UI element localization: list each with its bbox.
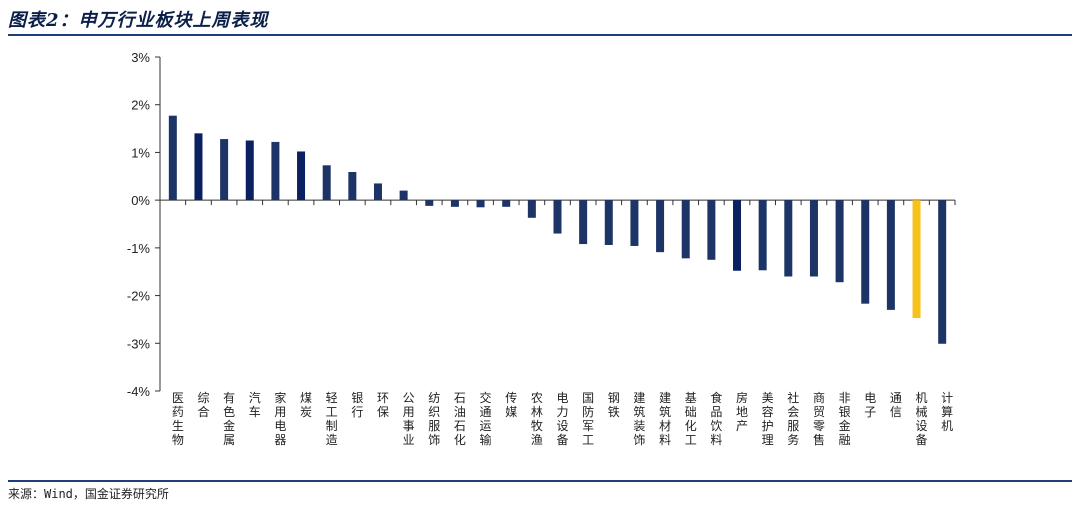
y-tick-label: 1% bbox=[131, 145, 150, 160]
bar-8 bbox=[348, 171, 357, 201]
x-tick-label: 机械设备 bbox=[916, 391, 928, 447]
y-tick-label: -4% bbox=[127, 384, 151, 399]
bar-14 bbox=[502, 200, 511, 207]
y-tick-label: 2% bbox=[131, 98, 150, 113]
bar-15 bbox=[527, 200, 536, 218]
bar-22 bbox=[707, 200, 716, 260]
bar-4 bbox=[245, 140, 254, 201]
bar-12 bbox=[450, 200, 459, 207]
x-tick-label: 传媒 bbox=[505, 390, 517, 419]
x-tick-label: 汽车 bbox=[249, 390, 261, 419]
bar-29 bbox=[886, 200, 895, 310]
x-tick-label: 美容护理 bbox=[762, 391, 774, 447]
top-rule bbox=[8, 34, 1072, 36]
x-tick-label: 综合 bbox=[197, 391, 209, 419]
x-tick-label: 计算机 bbox=[941, 391, 953, 433]
x-tick-label: 交通运输 bbox=[480, 390, 492, 447]
x-tick-label: 家用电器 bbox=[274, 390, 286, 447]
bar-28 bbox=[861, 200, 870, 304]
x-tick-label: 电力设备 bbox=[556, 391, 568, 447]
bar-27 bbox=[835, 200, 844, 283]
x-tick-label: 社会服务 bbox=[787, 390, 799, 447]
bar-19 bbox=[630, 200, 639, 246]
bar-13 bbox=[476, 200, 485, 208]
bar-18 bbox=[604, 200, 613, 245]
x-tick-label: 医药生物 bbox=[172, 391, 184, 447]
figure-title: 图表2：申万行业板块上周表现 bbox=[8, 10, 269, 31]
bar-2 bbox=[194, 133, 203, 201]
x-tick-label: 有色金属 bbox=[223, 391, 235, 447]
bar-16 bbox=[553, 200, 562, 234]
bar-20 bbox=[656, 200, 665, 253]
x-tick-label: 银行 bbox=[351, 391, 363, 419]
bar-11 bbox=[425, 200, 434, 206]
bar-21 bbox=[681, 200, 690, 259]
x-tick-label: 纺织服饰 bbox=[428, 391, 440, 447]
x-tick-label: 商贸零售 bbox=[813, 390, 825, 447]
x-tick-label: 建筑材料 bbox=[659, 391, 671, 447]
bars bbox=[168, 115, 947, 344]
x-tick-label: 钢铁 bbox=[608, 391, 620, 419]
bar-31 bbox=[938, 200, 947, 344]
bottom-rule bbox=[8, 480, 1072, 482]
y-tick-label: -2% bbox=[127, 289, 151, 304]
bar-24 bbox=[758, 200, 767, 271]
bar-1 bbox=[168, 115, 177, 201]
bar-7 bbox=[322, 165, 331, 201]
bar-17 bbox=[579, 200, 588, 245]
bar-9 bbox=[373, 183, 382, 201]
x-tick-label: 房地产 bbox=[736, 390, 748, 433]
y-tick-label: -3% bbox=[127, 336, 151, 351]
x-tick-label: 通信 bbox=[890, 391, 902, 419]
x-tick-label: 国防军工 bbox=[582, 391, 594, 447]
x-tick-label: 农林牧渔 bbox=[531, 391, 543, 447]
y-tick-label: 3% bbox=[131, 50, 150, 65]
bar-25 bbox=[784, 200, 793, 277]
x-tick-label: 石油石化 bbox=[454, 391, 466, 447]
x-tick-label: 建筑装饰 bbox=[633, 391, 645, 447]
y-axis: 3% 2% 1% 0% -1% -2% -3% -4% bbox=[127, 50, 161, 399]
bar-23 bbox=[733, 200, 742, 271]
x-tick-label: 食品饮料 bbox=[710, 390, 722, 447]
bar-3 bbox=[220, 139, 229, 201]
x-tick-label: 轻工制造 bbox=[326, 391, 338, 447]
x-tick-label: 非银金融 bbox=[839, 391, 851, 447]
bar-5 bbox=[271, 141, 280, 201]
bar-6 bbox=[297, 151, 306, 201]
y-tick-label: 0% bbox=[131, 193, 150, 208]
x-tick-label: 环保 bbox=[377, 391, 389, 419]
x-tick-label: 公用事业 bbox=[403, 391, 415, 447]
source-note: 来源：Wind，国金证券研究所 bbox=[8, 487, 169, 501]
bar-30 bbox=[912, 200, 921, 318]
x-tick-label: 煤炭 bbox=[300, 391, 312, 419]
x-tick-label: 电子 bbox=[864, 391, 876, 419]
bar-10 bbox=[399, 190, 408, 201]
bar-26 bbox=[809, 200, 818, 277]
x-tick-label: 基础化工 bbox=[685, 391, 697, 447]
y-tick-label: -1% bbox=[127, 241, 151, 256]
